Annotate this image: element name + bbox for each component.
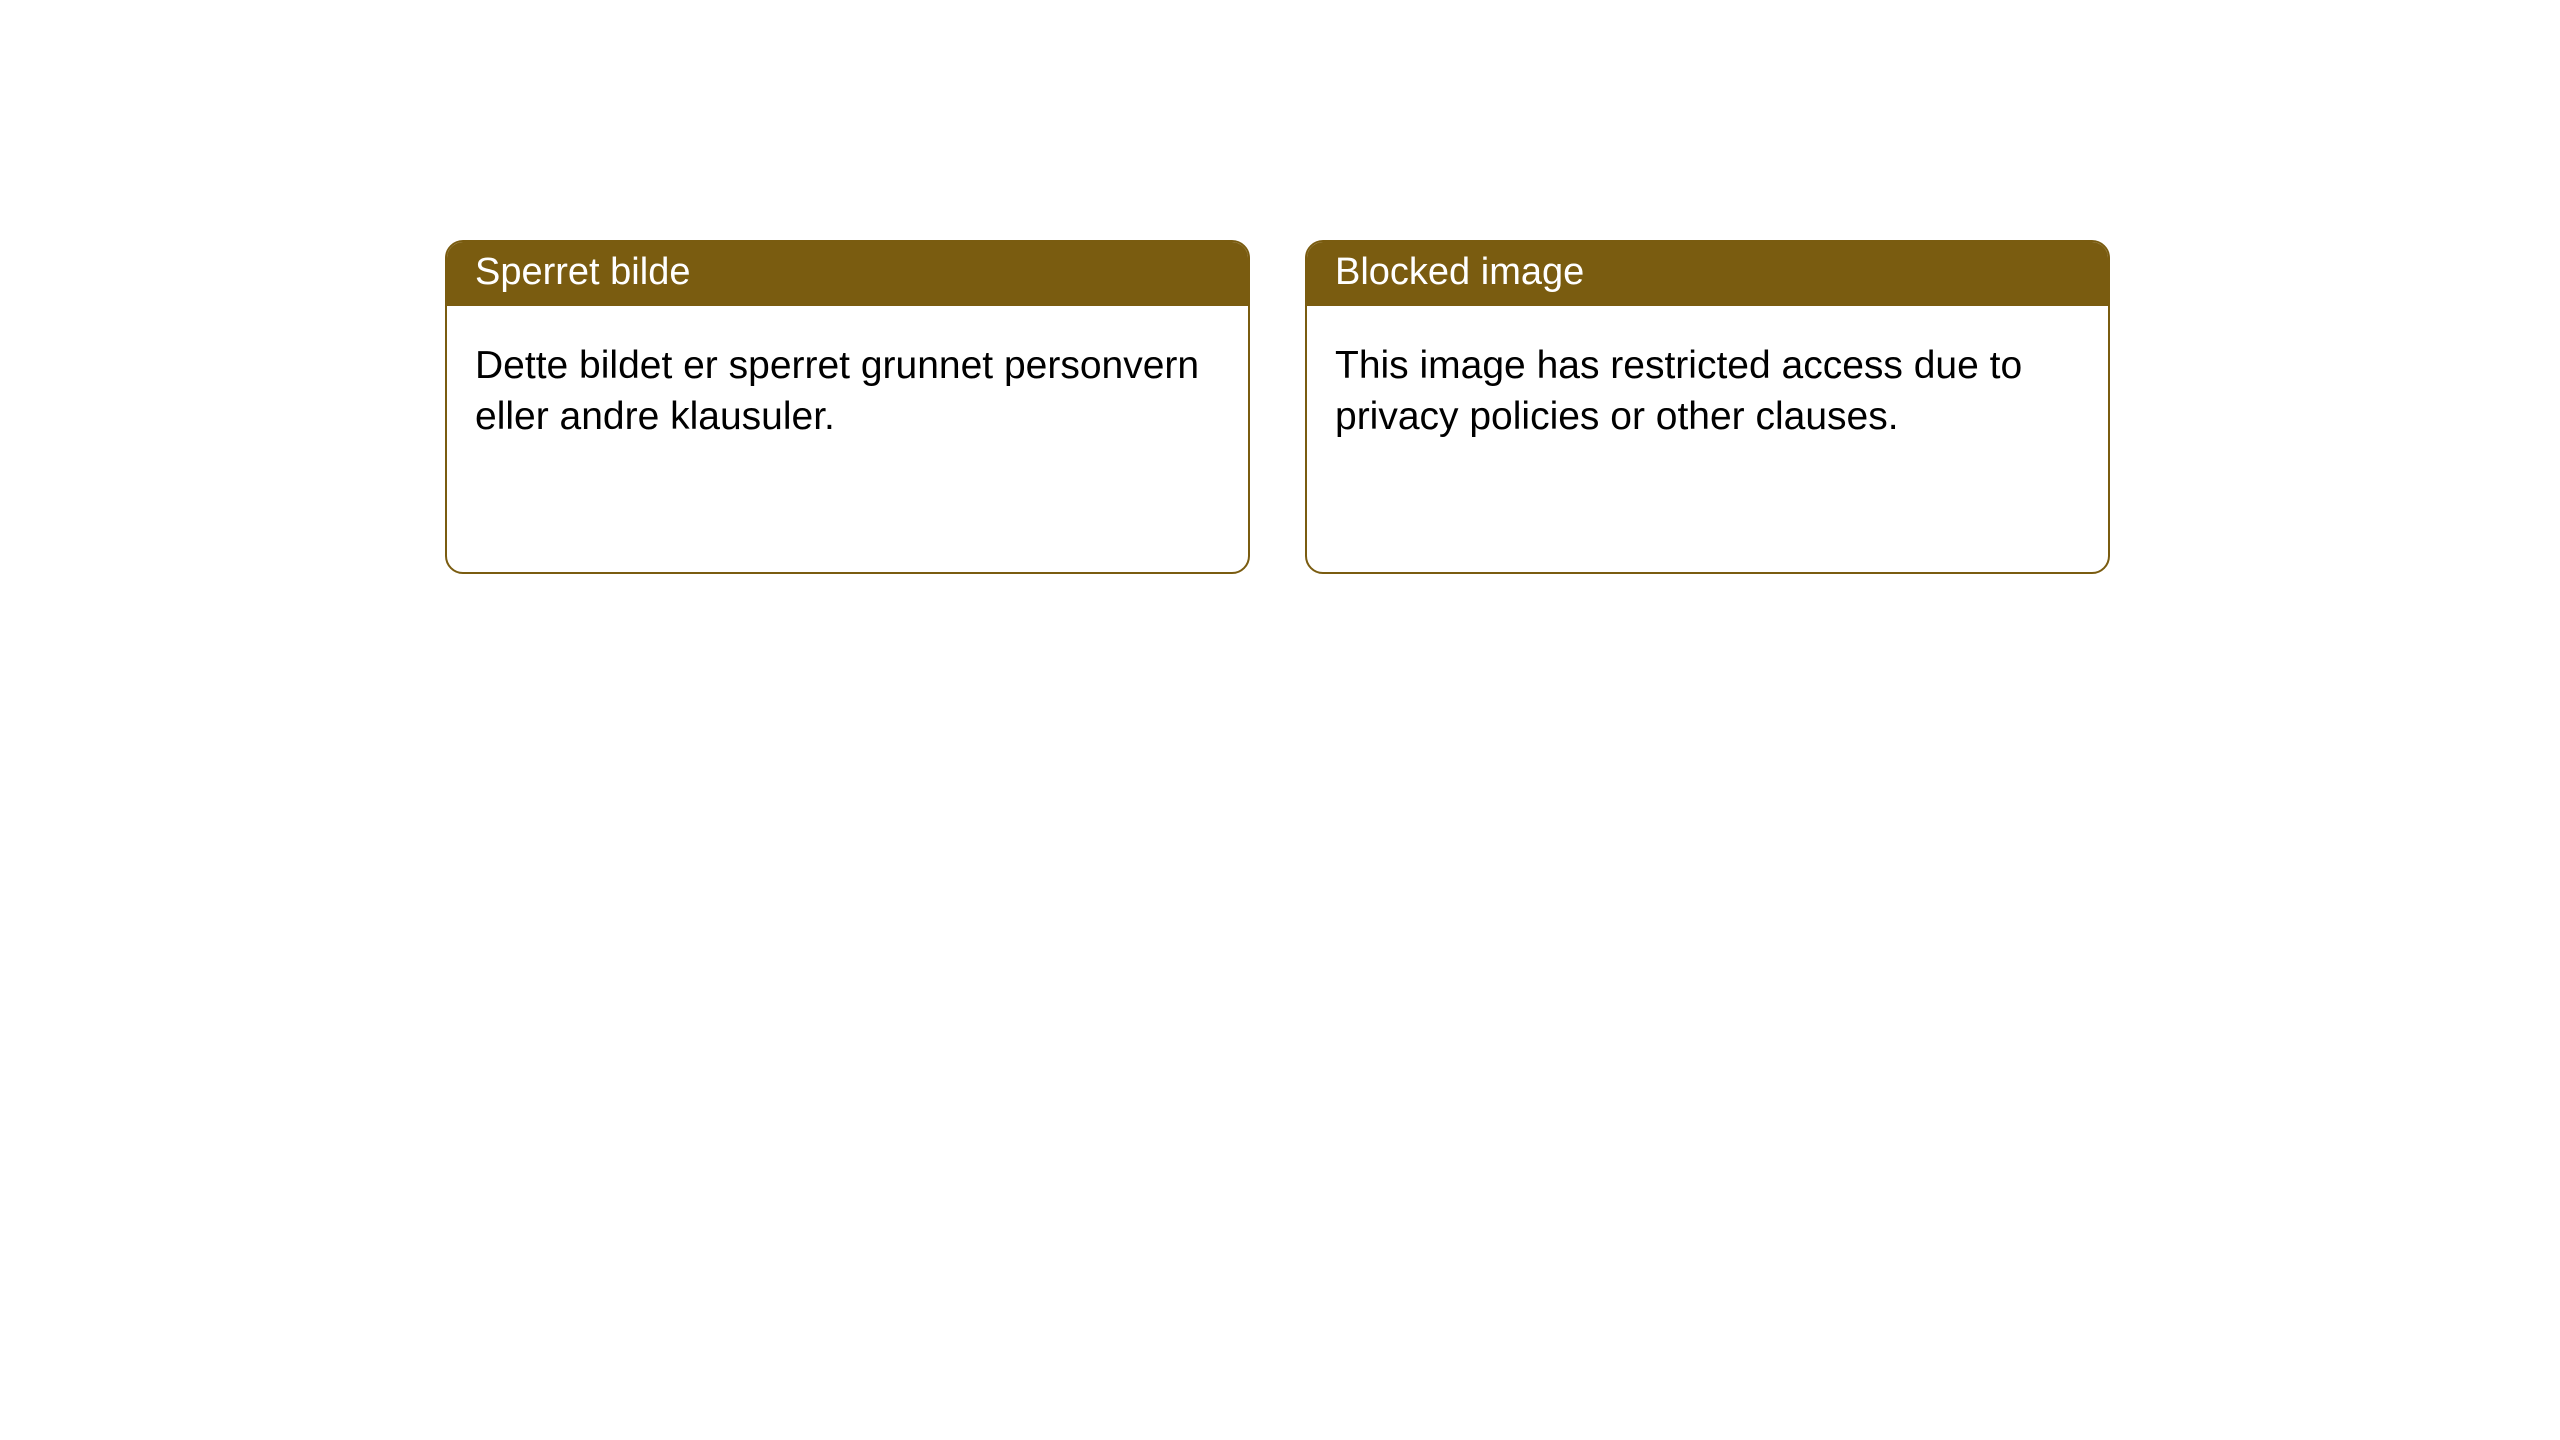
card-body-text: Dette bildet er sperret grunnet personve… <box>475 344 1199 439</box>
card-body: This image has restricted access due to … <box>1307 306 2108 472</box>
blocked-image-card-no: Sperret bilde Dette bildet er sperret gr… <box>445 240 1250 574</box>
notice-container: Sperret bilde Dette bildet er sperret gr… <box>0 0 2560 574</box>
card-body-text: This image has restricted access due to … <box>1335 344 2022 439</box>
card-title: Sperret bilde <box>475 251 690 293</box>
blocked-image-card-en: Blocked image This image has restricted … <box>1305 240 2110 574</box>
card-title: Blocked image <box>1335 251 1584 293</box>
card-header: Sperret bilde <box>447 242 1248 306</box>
card-body: Dette bildet er sperret grunnet personve… <box>447 306 1248 472</box>
card-header: Blocked image <box>1307 242 2108 306</box>
